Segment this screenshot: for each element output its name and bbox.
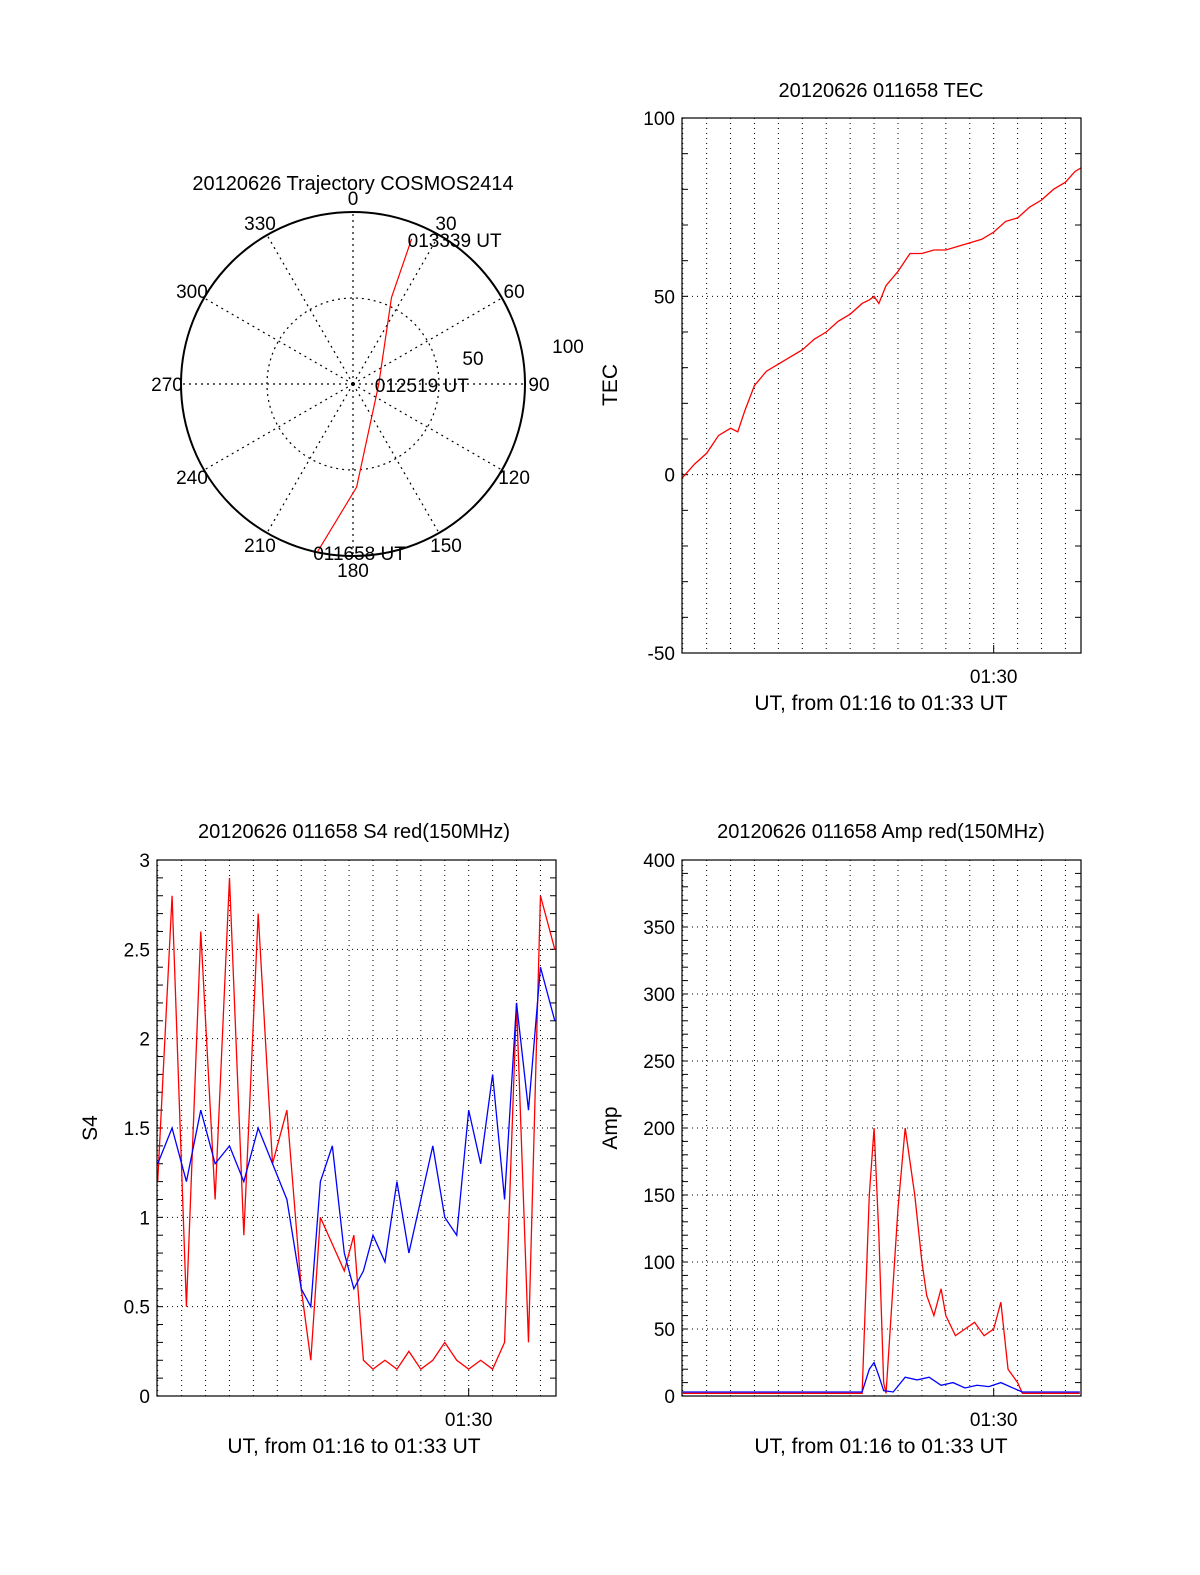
tec-plot-area: -50 0 50 100 01:30 [643, 109, 1082, 688]
polar-radius-label: 50 [462, 349, 483, 370]
tec-y-label: TEC [599, 364, 622, 406]
y-tick-label: 150 [643, 1186, 675, 1207]
y-tick-label: 400 [643, 851, 675, 872]
y-tick-label: 0 [664, 466, 675, 487]
polar-trajectory-chart: 20120626 Trajectory COSMOS2414 0 30 60 90 12… [151, 173, 584, 582]
polar-grid: 0 30 60 90 120 150 180 210 240 270 300 330 50 100 [151, 189, 584, 582]
polar-angle-label: 330 [244, 214, 276, 235]
amp-title: 20120626 011658 Amp red(150MHz) [717, 821, 1045, 843]
polar-time-annotation: 013339 UT [408, 231, 502, 252]
series-line-0 [681, 167, 1082, 479]
s4-plot-area: 0 0.5 1 1.5 2 2.5 3 01:30 [124, 851, 557, 1431]
y-tick-label: -50 [648, 644, 675, 665]
polar-spoke [352, 297, 503, 385]
polar-trajectory-line [316, 238, 413, 553]
tec-x-label: UT, from 01:16 to 01:33 UT [754, 692, 1007, 715]
tec-chart: 20120626 011658 TEC UT, from 01:16 to 01… [599, 80, 1082, 715]
s4-title: 20120626 011658 S4 red(150MHz) [198, 821, 510, 843]
series-line-1 [682, 1361, 1080, 1393]
s4-x-label: UT, from 01:16 to 01:33 UT [227, 1435, 480, 1458]
plot-frame [156, 859, 557, 1397]
x-tick-label: 01:30 [970, 1410, 1018, 1431]
polar-spoke [203, 297, 354, 385]
polar-angle-label: 180 [337, 561, 369, 582]
series-line-0 [682, 1127, 1080, 1394]
y-tick-label: 3 [139, 851, 150, 872]
amp-chart: 20120626 011658 Amp red(150MHz) UT, from… [599, 821, 1082, 1458]
y-tick-label: 50 [654, 287, 675, 308]
polar-angle-label: 300 [176, 282, 208, 303]
y-tick-label: 200 [643, 1119, 675, 1140]
polar-angle-label: 0 [348, 189, 359, 210]
polar-spoke [352, 383, 503, 471]
y-tick-label: 0 [664, 1387, 675, 1408]
polar-angle-label: 90 [528, 375, 549, 396]
y-tick-label: 1 [139, 1208, 150, 1229]
polar-angle-label: 240 [176, 468, 208, 489]
y-tick-label: 0 [139, 1387, 150, 1408]
polar-time-annotation: 012519 UT [375, 376, 469, 397]
y-tick-label: 350 [643, 918, 675, 939]
x-tick-label: 01:30 [970, 667, 1018, 688]
polar-spoke [352, 234, 440, 385]
s4-chart: 20120626 011658 S4 red(150MHz) UT, from … [79, 821, 557, 1458]
y-tick-label: 50 [654, 1320, 675, 1341]
y-tick-label: 2 [139, 1030, 150, 1051]
polar-data: 011658 UT 012519 UT 013339 UT [313, 231, 502, 565]
polar-outer-ring [180, 211, 526, 557]
amp-plot-area: 0 50 100 150 200 250 300 350 400 01:30 [643, 851, 1082, 1431]
polar-radius-label: 100 [552, 337, 584, 358]
polar-angle-label: 150 [430, 536, 462, 557]
tec-title: 20120626 011658 TEC [779, 80, 984, 102]
polar-angle-label: 120 [498, 468, 530, 489]
y-tick-label: 250 [643, 1052, 675, 1073]
polar-spoke [266, 383, 354, 534]
y-tick-label: 300 [643, 985, 675, 1006]
s4-y-label: S4 [79, 1115, 102, 1141]
polar-spoke [203, 383, 354, 471]
polar-angle-label: 60 [504, 282, 525, 303]
series-line-1 [157, 967, 556, 1309]
x-tick-label: 01:30 [445, 1410, 493, 1431]
amp-x-label: UT, from 01:16 to 01:33 UT [754, 1435, 1007, 1458]
polar-spoke [352, 383, 440, 534]
y-tick-label: 100 [643, 109, 675, 130]
amp-y-label: Amp [599, 1106, 622, 1149]
y-tick-label: 2.5 [124, 940, 150, 961]
polar-angle-label: 270 [151, 375, 183, 396]
y-tick-label: 1.5 [124, 1119, 150, 1140]
polar-title: 20120626 Trajectory COSMOS2414 [192, 173, 513, 195]
plot-frame [681, 117, 1082, 654]
series-line-0 [157, 877, 556, 1371]
polar-time-annotation: 011658 UT [313, 544, 406, 565]
polar-angle-label: 210 [244, 536, 276, 557]
y-tick-label: 100 [643, 1253, 675, 1274]
y-tick-label: 0.5 [124, 1298, 150, 1319]
polar-spoke [266, 234, 354, 385]
polar-angle-label: 30 [435, 214, 456, 235]
plot-frame [681, 859, 1082, 1397]
